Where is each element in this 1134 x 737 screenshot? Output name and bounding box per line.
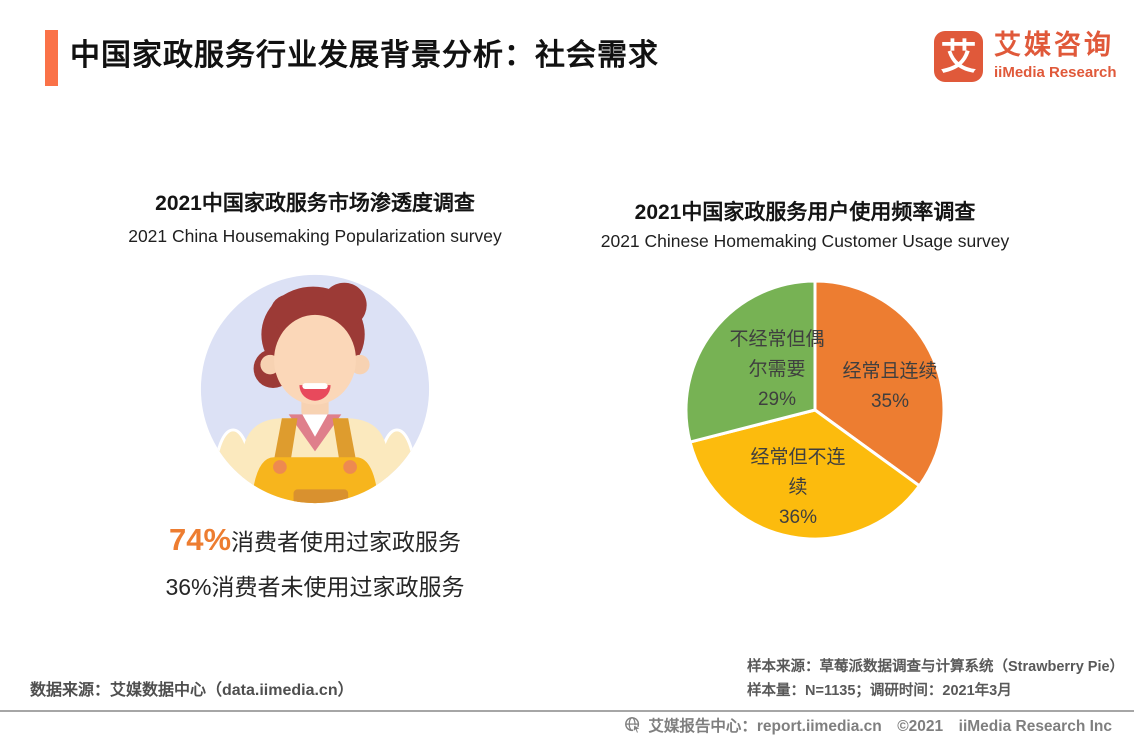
globe-cursor-icon: [625, 717, 642, 734]
housekeeper-avatar-illustration: [198, 272, 432, 506]
pie-slice: [684, 279, 817, 444]
sample-source-line2: 样本量：N=1135；调研时间：2021年3月: [747, 683, 1012, 699]
sample-source-line1: 样本来源：草莓派数据调查与计算系统（Strawberry Pie）: [747, 659, 1125, 675]
pie-slice: [688, 408, 921, 541]
left-chart-title-en: 2021 China Housemaking Popularization su…: [128, 226, 502, 246]
logo-text-en: iiMedia Research: [994, 63, 1117, 81]
pie-label-occasional: 不经常但偶 尔需要 29%: [729, 329, 825, 410]
footer-text: 艾媒报告中心：report.iimedia.cn ©2021 iiMedia R…: [648, 718, 1112, 735]
pie-slice: [813, 279, 946, 488]
logo-text: 艾媒咨询 iiMedia Research: [994, 30, 1117, 81]
sample-source-note: 样本来源：草莓派数据调查与计算系统（Strawberry Pie） 样本量：N=…: [747, 655, 1124, 703]
stat-used-service: 74%消费者使用过家政服务: [60, 522, 570, 558]
stat-not-used-service: 36%消费者未使用过家政服务: [165, 574, 465, 600]
stat-used-text: 消费者使用过家政服务: [231, 529, 462, 555]
logo-text-cn: 艾媒咨询: [994, 30, 1114, 60]
right-chart-title-cn: 2021中国家政服务用户使用频率调查: [634, 201, 976, 224]
logo-glyph: 艾: [940, 35, 977, 77]
footer-divider: [0, 710, 1134, 712]
pie-label-regular-not-continuous: 经常但不连 续 36%: [750, 447, 846, 528]
page-title: 中国家政服务行业发展背景分析：社会需求: [70, 39, 659, 72]
data-source-note: 数据来源：艾媒数据中心（data.iimedia.cn）: [30, 682, 354, 699]
right-chart-title-en: 2021 Chinese Homemaking Customer Usage s…: [600, 231, 1010, 251]
title-accent-bar: [45, 30, 58, 86]
footer: 艾媒报告中心：report.iimedia.cn ©2021 iiMedia R…: [624, 714, 1112, 736]
iimedia-logo-icon: 艾: [934, 31, 983, 82]
stat-used-perc是: 74%: [168, 522, 232, 557]
left-chart-title-cn: 2021中国家政服务市场渗透度调查: [155, 192, 475, 215]
brand-logo: 艾 艾媒咨询 iiMedia Research: [934, 30, 1117, 82]
pie-chart-svg: [684, 279, 946, 541]
housekeeper-avatar-icon: [200, 274, 430, 504]
pie-label-regular-continuous: 经常且连续 35%: [842, 361, 938, 412]
usage-frequency-pie-chart: 经常且连续 35% 经常但不连 续 36% 不经常但偶 尔需要 29%: [679, 273, 951, 545]
